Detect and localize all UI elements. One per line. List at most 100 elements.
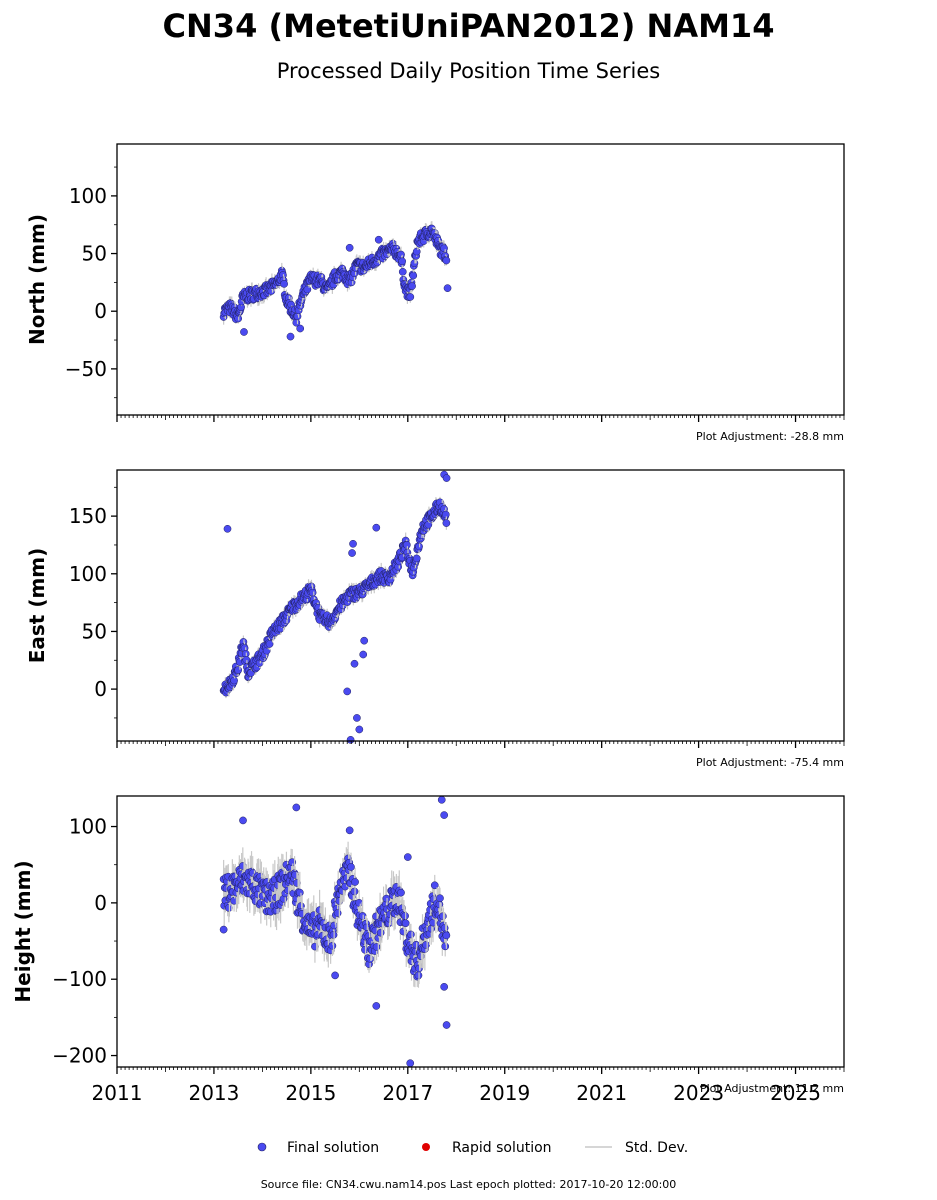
legend-marker-final	[257, 1142, 267, 1152]
outlier-point	[345, 826, 354, 835]
outlier-point	[219, 925, 228, 934]
footer-source: Source file: CN34.cwu.nam14.pos Last epo…	[261, 1178, 677, 1191]
data-point	[436, 894, 444, 903]
y-axis-label-height: Height (mm)	[11, 860, 35, 1002]
outlier-point	[359, 650, 368, 659]
panel-east: 150 100 50 0 East (mm) Plot Adjustment: -75.4…	[25, 469, 845, 769]
data-point	[409, 271, 418, 280]
outlier-point	[348, 549, 356, 557]
y-tick-label: 150	[69, 504, 107, 528]
data-point	[442, 931, 451, 940]
y-tick-label: 0	[94, 677, 107, 701]
data-point	[397, 888, 405, 897]
data-point	[351, 878, 359, 886]
data-point	[330, 921, 338, 930]
outlier-point	[240, 328, 248, 336]
x-tick-label: 2023	[673, 1081, 724, 1105]
points-height	[219, 795, 451, 1068]
outlier-point	[374, 235, 383, 244]
outlier-point	[296, 324, 305, 333]
chart-subtitle: Processed Daily Position Time Series	[277, 59, 661, 83]
x-tick-label: 2019	[479, 1081, 530, 1105]
y-tick-label: 100	[69, 184, 107, 208]
data-point	[376, 928, 385, 937]
y-axis-label-east: East (mm)	[25, 548, 49, 664]
y-tick-label: 50	[82, 242, 107, 266]
data-point	[407, 930, 415, 939]
outlier-point	[331, 971, 339, 980]
x-tick-label: 2025	[770, 1081, 821, 1105]
outlier-point	[372, 1002, 381, 1010]
outlier-point	[372, 523, 381, 532]
outlier-point	[437, 795, 446, 804]
legend-marker-rapid	[422, 1143, 430, 1151]
data-point	[412, 554, 421, 563]
y-tick-label: 50	[82, 619, 107, 643]
x-tick-label: 2011	[92, 1081, 143, 1105]
outlier-point	[223, 524, 232, 533]
data-point	[372, 943, 381, 951]
y-tick-label: 0	[94, 891, 107, 915]
data-point	[406, 293, 415, 301]
panel-north: 100 50 0 −50 North (mm) Plot Adjustment: -28.…	[25, 143, 845, 443]
outlier-point	[350, 659, 359, 668]
y-tick-label: −100	[52, 967, 107, 991]
data-point	[280, 280, 288, 288]
legend: Final solution Rapid solution Std. Dev.	[257, 1140, 688, 1156]
plot-frame-east	[116, 469, 845, 742]
outlier-point	[353, 714, 361, 722]
y-tick-label: 100	[69, 562, 107, 586]
plot-frame-north	[116, 143, 845, 416]
data-point	[412, 247, 421, 256]
panel-height: 100 0 −100 −200 Height (mm) Plot Adjustment: …	[11, 795, 845, 1105]
outlier-point	[346, 735, 355, 744]
data-point	[333, 909, 342, 917]
outlier-point	[440, 811, 448, 819]
outlier-point	[442, 474, 451, 482]
data-point	[440, 244, 448, 253]
legend-label-stddev: Std. Dev.	[625, 1140, 688, 1156]
outlier-point	[349, 539, 357, 548]
data-point	[401, 919, 410, 928]
outlier-point	[345, 243, 354, 252]
y-tick-label: 100	[69, 815, 107, 839]
legend-label-rapid: Rapid solution	[452, 1140, 552, 1156]
data-point	[308, 588, 317, 597]
data-point	[303, 285, 312, 294]
data-point	[265, 640, 274, 648]
points-east	[219, 470, 451, 744]
y-tick-label: −200	[52, 1044, 107, 1068]
outlier-point	[443, 284, 452, 292]
y-tick-label: 0	[94, 299, 107, 323]
outlier-point	[343, 687, 352, 696]
y-tick-label: −50	[65, 357, 107, 381]
outlier-point	[286, 332, 295, 341]
outlier-point	[442, 1021, 451, 1029]
outlier-point	[403, 853, 412, 861]
data-point	[398, 267, 407, 276]
y-axis-label-north: North (mm)	[25, 214, 49, 345]
outlier-point	[239, 816, 247, 825]
outlier-point	[406, 1059, 415, 1068]
data-point	[422, 941, 430, 949]
chart-title: CN34 (MetetiUniPAN2012) NAM14	[163, 7, 775, 45]
data-point	[442, 519, 451, 527]
plot-adjustment-height: Plot Adjustment: 11.2 mm	[700, 1082, 844, 1095]
data-point	[234, 666, 243, 674]
plot-adjustment-east: Plot Adjustment: -75.4 mm	[696, 756, 844, 769]
legend-label-final: Final solution	[287, 1140, 379, 1156]
outlier-point	[360, 636, 369, 645]
data-point	[408, 282, 416, 290]
plot-adjustment-north: Plot Adjustment: -28.8 mm	[696, 430, 844, 443]
x-tick-label: 2021	[576, 1081, 627, 1105]
data-point	[442, 256, 451, 265]
outlier-point	[292, 803, 301, 812]
points-north	[219, 221, 452, 341]
outlier-point	[440, 982, 448, 991]
data-point	[347, 863, 355, 871]
x-tick-label: 2015	[285, 1081, 336, 1105]
x-tick-label: 2013	[188, 1081, 239, 1105]
data-point	[430, 881, 439, 890]
x-tick-label: 2017	[382, 1081, 433, 1105]
